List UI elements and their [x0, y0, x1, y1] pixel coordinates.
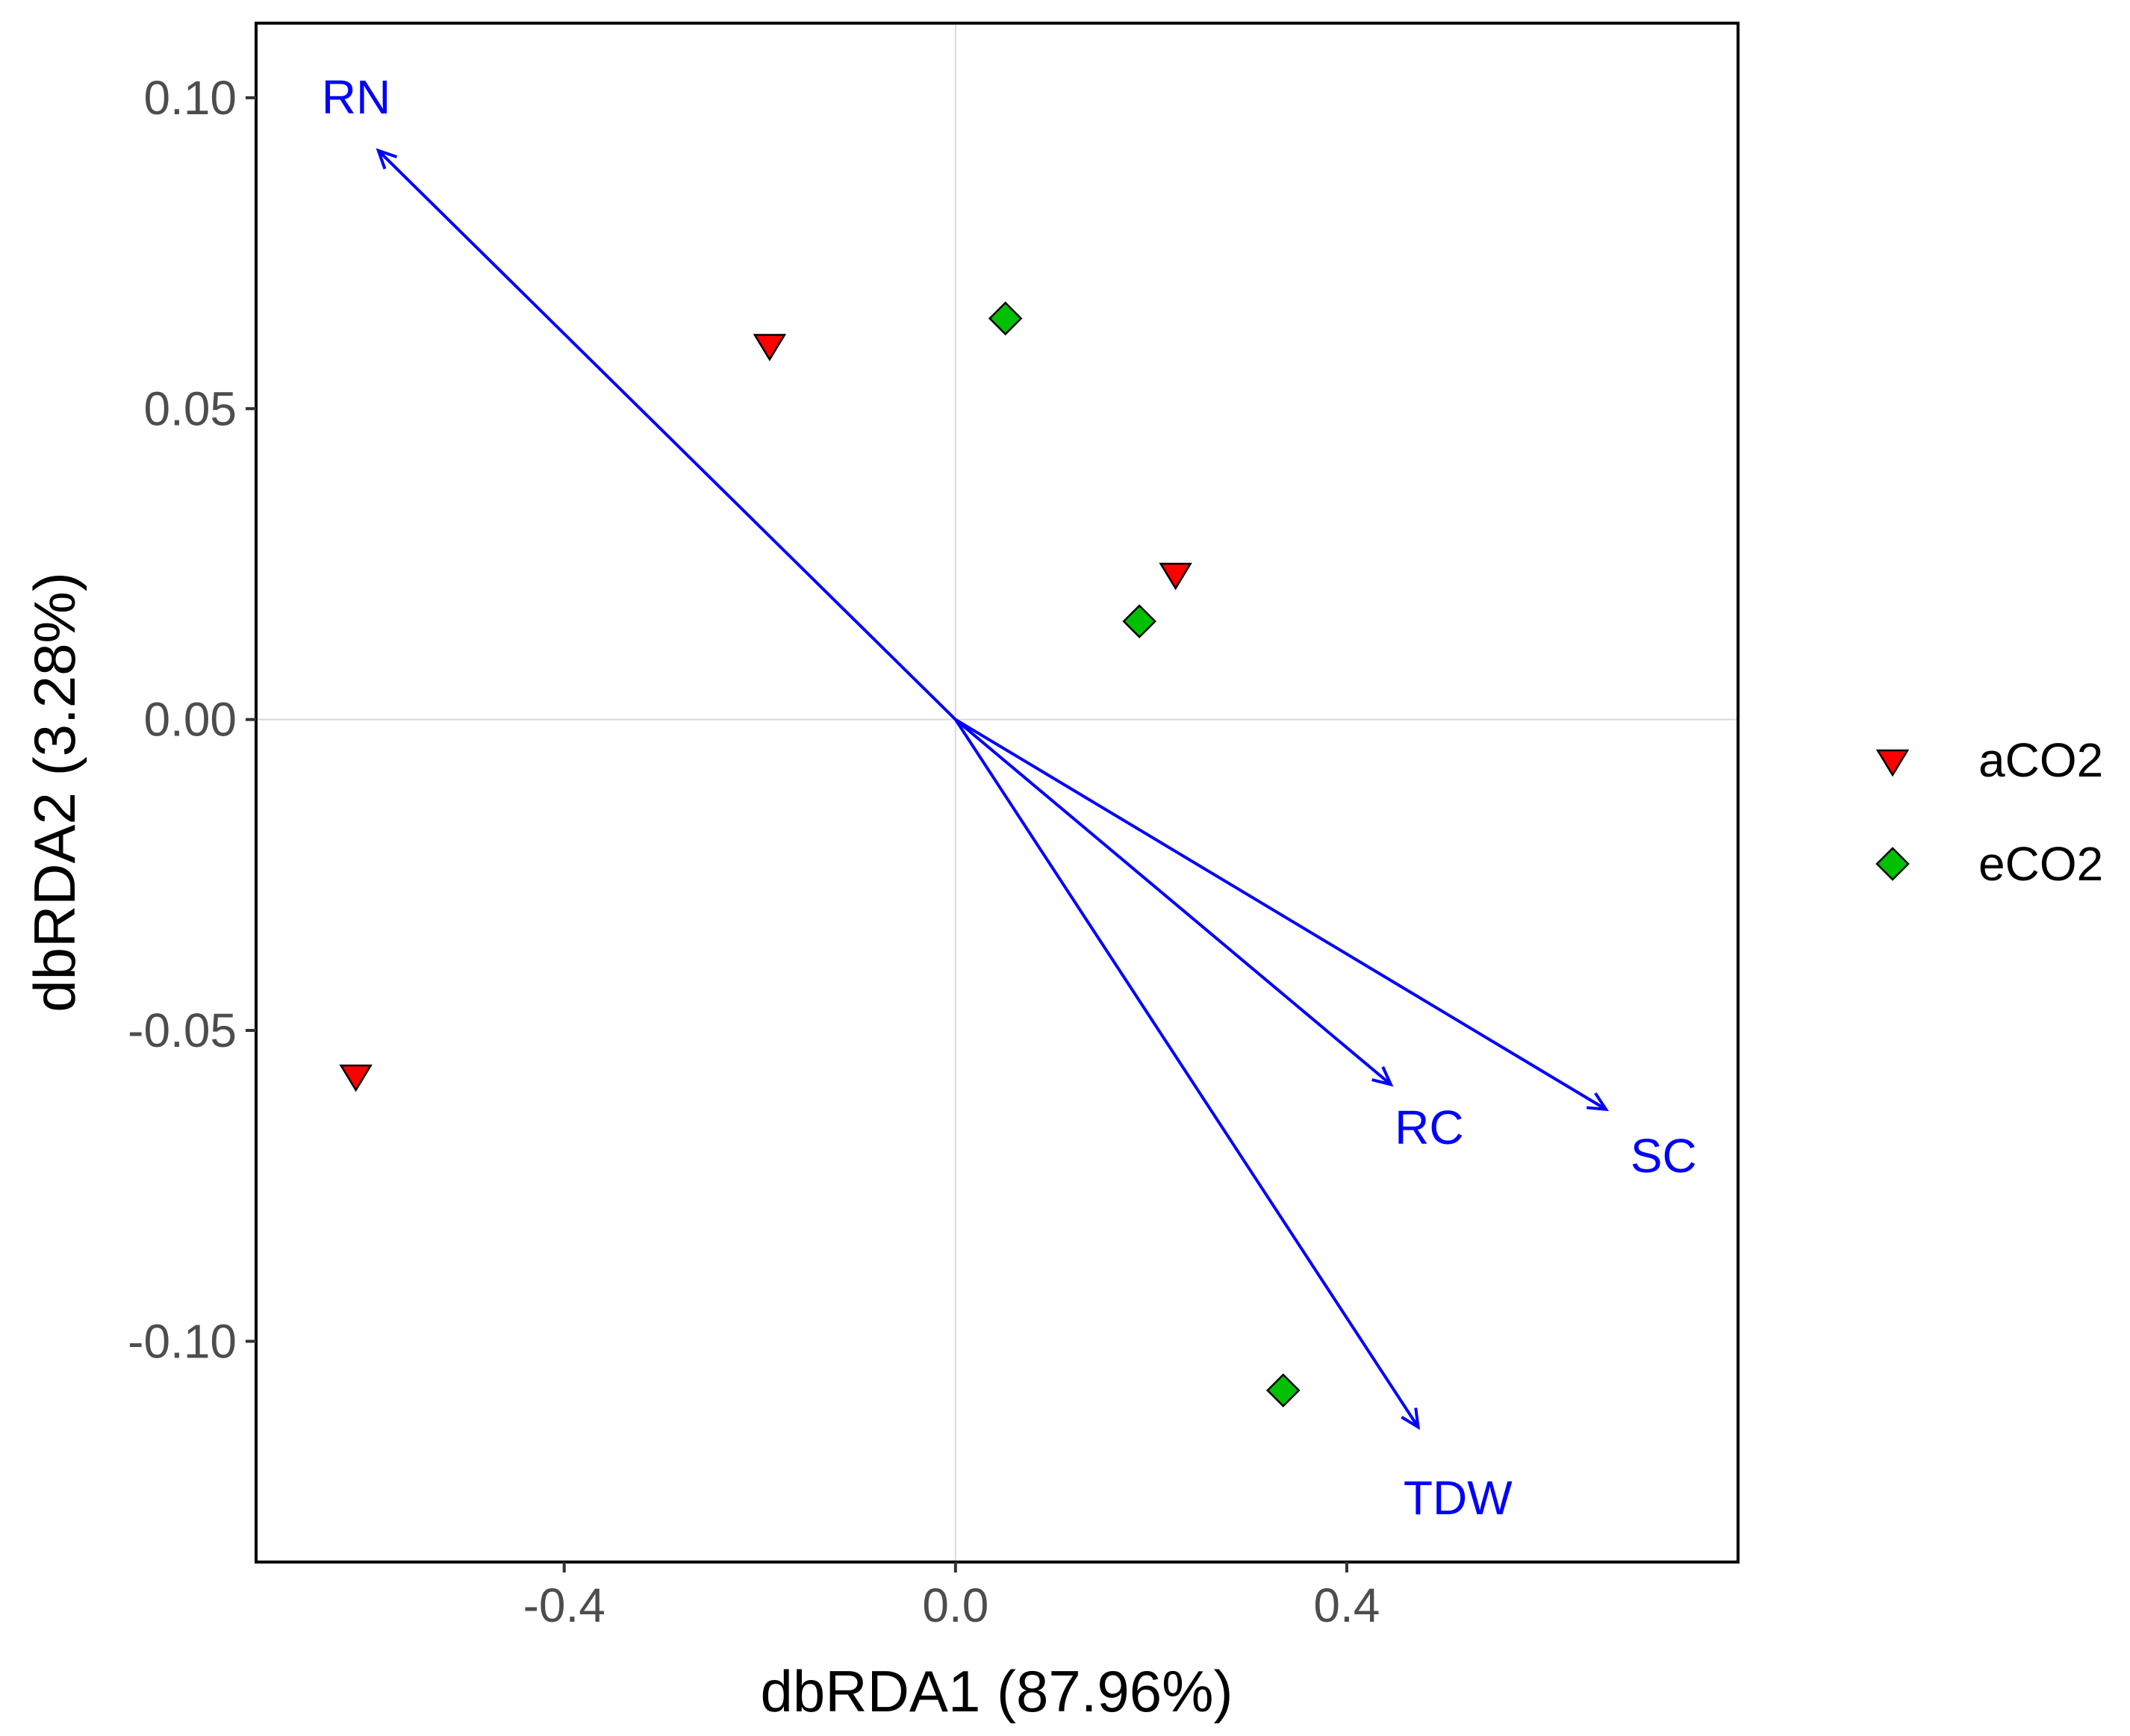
- arrowhead-sc: [1586, 1092, 1610, 1112]
- arrow-label-sc: SC: [1631, 1129, 1697, 1183]
- y-axis-title: dbRDA2 (3.28%): [22, 572, 87, 1012]
- legend-key-aco2: [1875, 749, 1910, 777]
- y-tick-label: -0.10: [128, 1314, 237, 1368]
- sample-points: [339, 301, 1301, 1407]
- point-eco2: [988, 301, 1023, 336]
- arrowhead-rn: [376, 148, 398, 169]
- legend: aCO2 eCO2: [1875, 733, 2103, 891]
- arrow-label-rn: RN: [322, 70, 390, 124]
- arrow-tdw: [954, 718, 1420, 1428]
- reference-lines: [256, 23, 1738, 1562]
- point-aco2: [339, 1064, 373, 1092]
- plot-border: [255, 22, 1740, 1564]
- x-tick-label: -0.4: [523, 1578, 605, 1632]
- arrowhead-rc: [1371, 1065, 1394, 1087]
- environmental-vectors: RN RC SC TDW: [322, 70, 1697, 1525]
- y-tick-label: -0.05: [128, 1004, 237, 1057]
- arrow-rc: [954, 718, 1392, 1086]
- y-axis: 0.10 0.05 0.00 -0.05 -0.10: [128, 71, 256, 1368]
- x-tick-label: 0.4: [1313, 1578, 1380, 1632]
- x-axis-title: dbRDA1 (87.96%): [761, 1658, 1233, 1724]
- arrow-label-tdw: TDW: [1404, 1471, 1513, 1525]
- point-eco2: [1122, 604, 1156, 638]
- plot-background: [256, 23, 1738, 1562]
- y-tick-label: 0.10: [143, 71, 237, 125]
- arrow-label-rc: RC: [1395, 1101, 1463, 1154]
- legend-label-eco2: eCO2: [1978, 837, 2103, 891]
- y-tick-label: 0.05: [143, 382, 237, 435]
- point-aco2: [753, 334, 787, 361]
- arrowhead-tdw: [1401, 1407, 1421, 1431]
- point-eco2: [1265, 1373, 1301, 1407]
- x-axis: -0.4 0.0 0.4: [523, 1562, 1380, 1632]
- legend-label-aco2: aCO2: [1978, 733, 2103, 787]
- legend-key-eco2: [1875, 847, 1910, 881]
- y-tick-label: 0.00: [143, 693, 237, 747]
- point-aco2: [1159, 562, 1192, 591]
- arrow-sc: [954, 718, 1607, 1111]
- x-tick-label: 0.0: [922, 1578, 988, 1632]
- arrow-rn: [377, 149, 957, 721]
